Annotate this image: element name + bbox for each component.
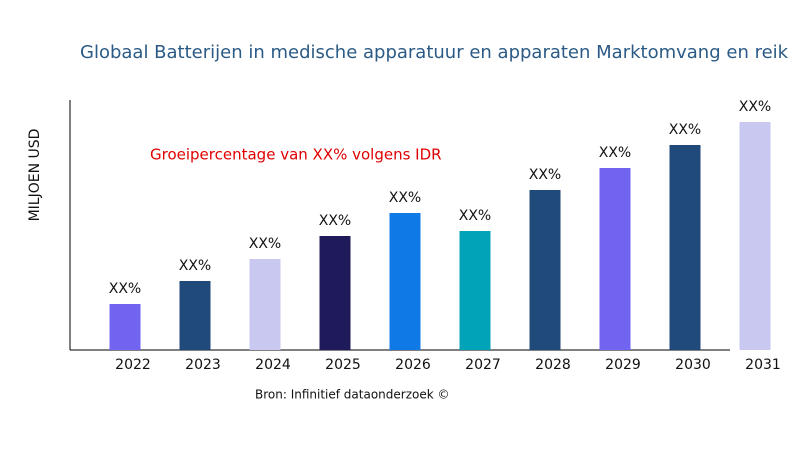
bar — [179, 281, 211, 350]
x-tick-label: 2027 — [465, 357, 501, 373]
data-label: XX% — [109, 281, 141, 297]
data-label: XX% — [599, 145, 631, 161]
bar — [319, 236, 351, 350]
bar — [529, 190, 561, 350]
source: Bron: Infinitief dataonderzoek © — [255, 388, 450, 402]
x-tick-label: 2025 — [325, 357, 361, 373]
bar — [389, 213, 421, 350]
data-label: XX% — [459, 208, 491, 224]
x-tick-label: 2029 — [605, 357, 641, 373]
x-tick-label: 2024 — [255, 357, 291, 373]
x-tick-label: 2028 — [535, 357, 571, 373]
bar — [109, 304, 141, 350]
bar — [739, 122, 771, 350]
data-label: XX% — [179, 258, 211, 274]
annotation: Groeipercentage van XX% volgens IDR — [150, 146, 442, 164]
x-tick-label: 2030 — [675, 357, 711, 373]
x-tick-label: 2031 — [745, 357, 781, 373]
x-tick-label: 2026 — [395, 357, 431, 373]
bar — [599, 168, 631, 350]
bar — [249, 259, 281, 350]
data-label: XX% — [319, 213, 351, 229]
x-tick-label: 2022 — [115, 357, 151, 373]
chart-title: Globaal Batterijen in medische apparatuu… — [80, 42, 789, 63]
data-label: XX% — [739, 99, 771, 115]
data-label: XX% — [669, 122, 701, 138]
data-label: XX% — [389, 190, 421, 206]
y-axis-label: MILJOEN USD — [27, 129, 43, 222]
x-tick-label: 2023 — [185, 357, 221, 373]
data-label: XX% — [529, 167, 561, 183]
bar — [459, 231, 491, 350]
bar — [669, 145, 701, 350]
data-label: XX% — [249, 236, 281, 252]
